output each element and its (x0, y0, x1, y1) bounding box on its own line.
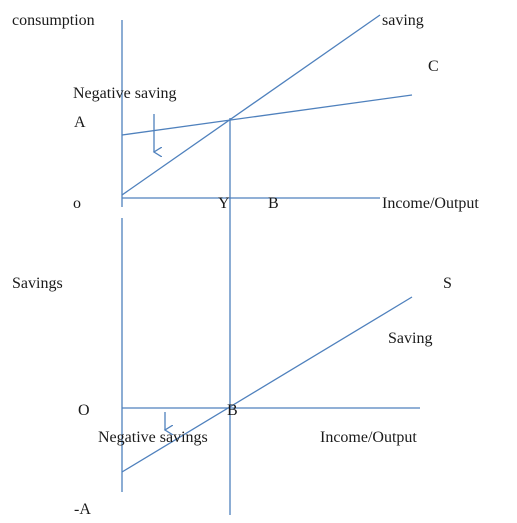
bottom-x-axis-label: Income/Output (320, 429, 417, 446)
bottom-panel: Savings S Saving O B Negative savings In… (12, 218, 452, 518)
negative-savings-label: Negative savings (98, 429, 208, 446)
savings-line-label: S (443, 275, 452, 292)
point-y-label: Y (218, 195, 230, 212)
savings-axis-label: Savings (12, 275, 63, 292)
top-origin-label: o (73, 195, 81, 212)
savings-curve-label: Saving (388, 330, 432, 347)
point-a-label: A (74, 114, 86, 131)
bottom-point-b-label: B (227, 402, 238, 419)
consumption-line-label: C (428, 58, 439, 75)
savings-line (121, 296, 413, 473)
top-panel: consumption saving C Negative saving A o… (12, 12, 479, 515)
bottom-origin-label: O (78, 402, 90, 419)
consumption-axis-label: consumption (12, 12, 95, 29)
negative-saving-label: Negative saving (73, 85, 177, 102)
point-neg-a-label: -A (74, 501, 91, 518)
top-saving-line (121, 14, 381, 196)
consumption-line (121, 94, 413, 136)
top-point-b-label: B (268, 195, 279, 212)
saving-line-label: saving (382, 12, 424, 29)
top-x-axis-label: Income/Output (382, 195, 479, 212)
